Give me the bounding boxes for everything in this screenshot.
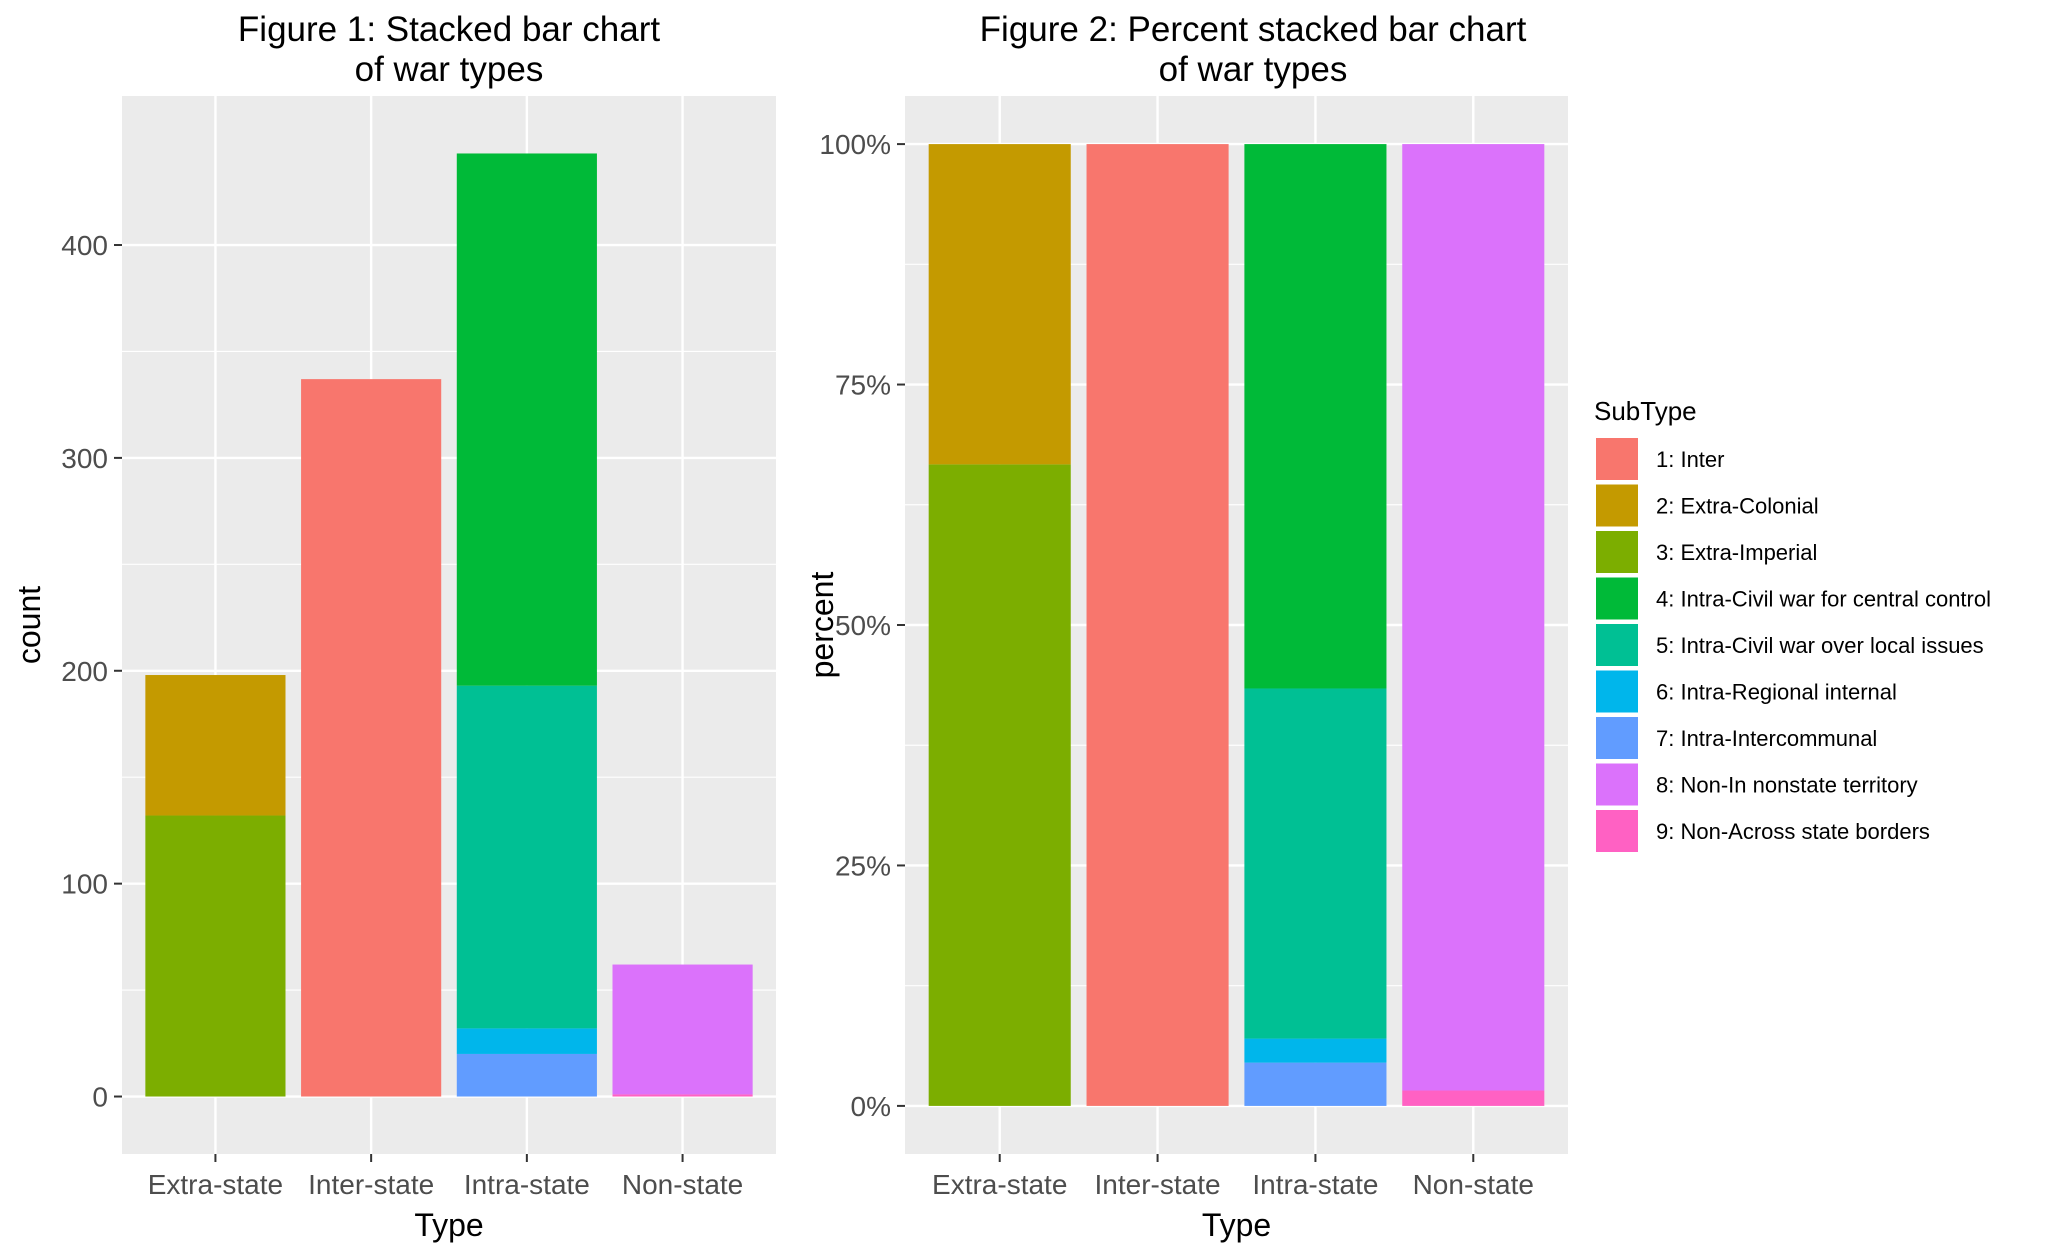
y-tick-label: 200 [61,656,108,687]
bar-segment [1244,688,1387,1039]
chart-2-panel: 0% 25% 50% 75% 100% Extra-state Inter-state Int… [804,10,1568,1243]
bar-segment [1244,1038,1387,1063]
y-tick-label: 0 [92,1082,108,1113]
y-tick-label: 400 [61,230,108,261]
x-tick-label: Non-state [622,1169,743,1200]
y-axis-title: percent [804,572,840,679]
x-tick-label: Extra-state [148,1169,283,1200]
x-tick-label: Intra-state [1252,1169,1378,1200]
y-tick-label: 75% [835,370,891,401]
legend-label: 8: Non-In nonstate territory [1656,773,1918,798]
bar-segment [612,1094,753,1097]
y-axis-title: count [11,586,47,664]
bar-segment [1402,1090,1545,1106]
x-axis-title: Type [414,1207,483,1243]
bar-segment [612,964,753,1095]
legend-label: 5: Intra-Civil war over local issues [1656,633,1984,658]
legend-swatch [1596,484,1638,527]
bar-segment [1402,144,1545,1091]
legend-title: SubType [1594,396,1697,426]
chart-title: Figure 2: Percent stacked bar chart [980,10,1527,49]
bar-segment [928,144,1071,465]
legend-swatch [1596,763,1638,806]
y-tick-label: 300 [61,443,108,474]
x-axis-title: Type [1202,1207,1271,1243]
legend-label: 7: Intra-Intercommunal [1656,726,1877,751]
bar-segment [145,675,286,816]
chart-title: of war types [355,50,544,89]
y-tick-label: 100% [819,129,891,160]
legend-items: 1: Inter 2: Extra-Colonial 3: Extra-Imperi… [1596,438,1991,852]
legend-swatch [1596,577,1638,620]
y-tick-label: 50% [835,610,891,641]
y-tick-label: 0% [851,1091,891,1122]
chart-title: Figure 1: Stacked bar chart [238,10,660,49]
x-tick-label: Non-state [1413,1169,1534,1200]
legend-label: 2: Extra-Colonial [1656,494,1819,519]
legend-label: 1: Inter [1656,447,1724,472]
bar-segment [928,464,1071,1106]
legend-label: 4: Intra-Civil war for central control [1656,587,1991,612]
legend-swatch [1596,624,1638,666]
y-tick-label: 25% [835,850,891,881]
legend-swatch [1596,670,1638,713]
x-tick-label: Extra-state [932,1169,1067,1200]
legend-swatch [1596,531,1638,573]
chart-title: of war types [1159,50,1348,89]
legend-label: 6: Intra-Regional internal [1656,680,1897,705]
legend-swatch [1596,438,1638,480]
bar-segment [301,379,442,1097]
legend-label: 9: Non-Across state borders [1656,819,1930,844]
bar-segment [1244,1062,1387,1106]
legend-swatch [1596,717,1638,759]
bar-segment [456,685,597,1029]
x-tick-label: Intra-state [464,1169,590,1200]
bar-segment [1086,144,1229,1106]
legend: SubType 1: Inter 2: Extra-Colonial 3: Extr… [1594,396,1991,852]
bar-segment [145,815,286,1097]
y-tick-label: 100 [61,869,108,900]
bar-segment [456,153,597,686]
chart-1-panel: 0 100 200 300 400 Extra-state Inter-state Intra… [11,10,776,1243]
bar-segment [1244,144,1387,689]
legend-swatch [1596,810,1638,852]
bar-segment [456,1028,597,1054]
legend-label: 3: Extra-Imperial [1656,540,1817,565]
bar-segment [456,1053,597,1097]
x-tick-label: Inter-state [1095,1169,1221,1200]
x-tick-label: Inter-state [308,1169,434,1200]
